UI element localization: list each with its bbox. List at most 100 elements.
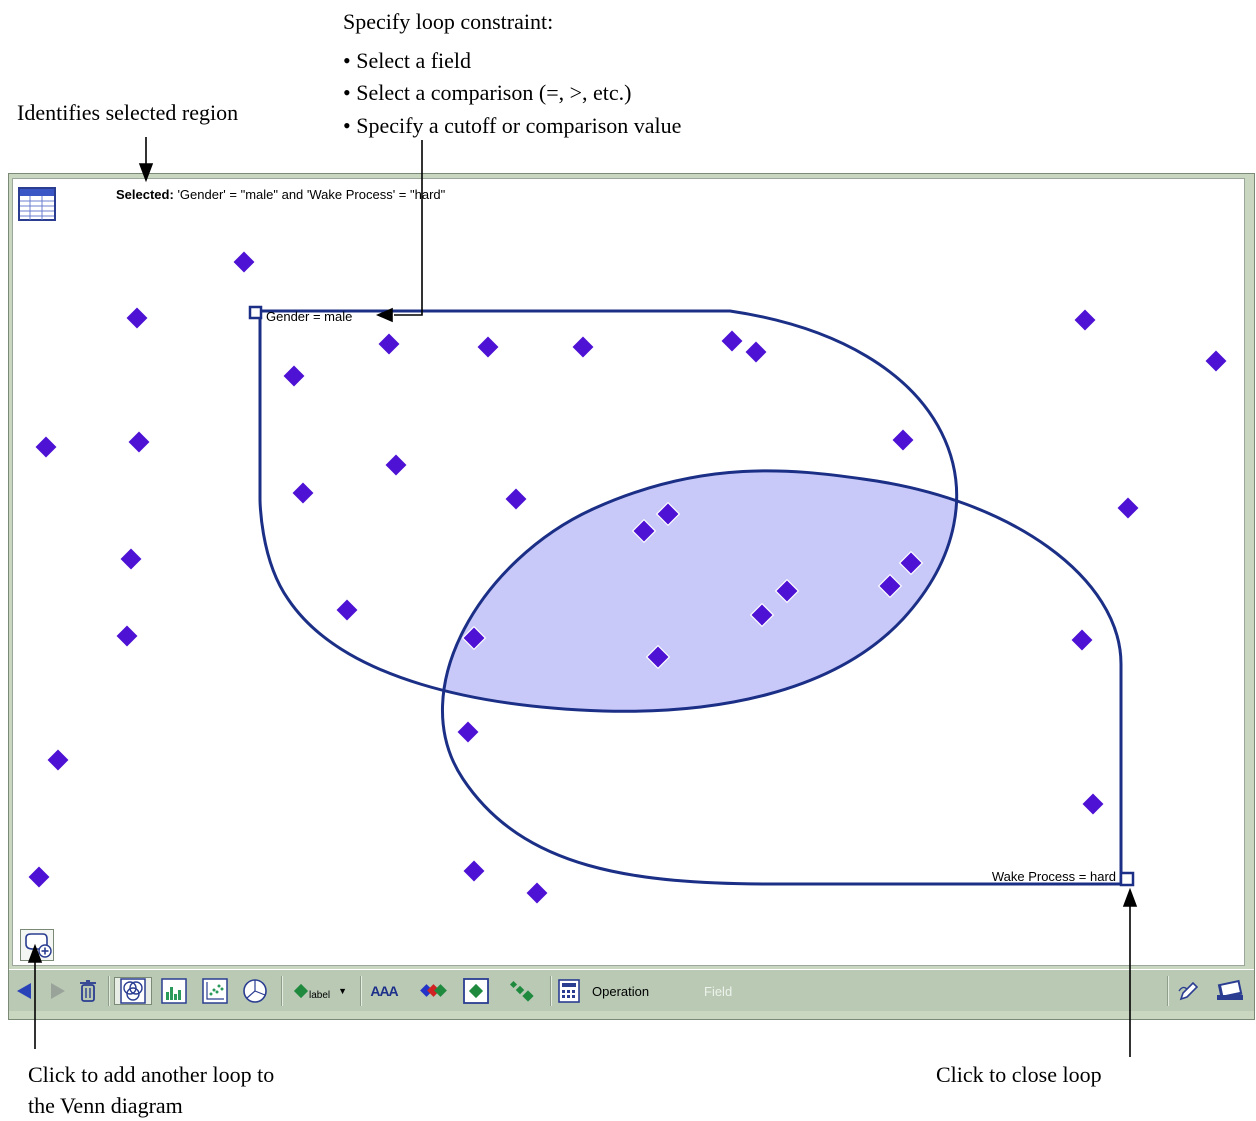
data-point[interactable] — [1069, 627, 1095, 653]
data-point[interactable] — [877, 573, 903, 599]
loop-constraint-step-3: • Specify a cutoff or comparison value — [343, 113, 682, 138]
field-menu[interactable]: Field — [704, 984, 733, 999]
selection-readout: Selected: 'Gender' = "male" and 'Wake Pr… — [116, 187, 445, 202]
data-point[interactable] — [1072, 307, 1098, 333]
data-point[interactable] — [231, 249, 257, 275]
data-point[interactable] — [126, 429, 152, 455]
data-point[interactable] — [281, 363, 307, 389]
calculator-button[interactable] — [556, 977, 582, 1005]
export-button[interactable] — [1214, 977, 1246, 1005]
pie-view-button[interactable] — [239, 977, 271, 1005]
data-point[interactable] — [890, 427, 916, 453]
data-point[interactable] — [749, 602, 775, 628]
data-point[interactable] — [376, 331, 402, 357]
label-button-text: label — [309, 989, 331, 1001]
data-point[interactable] — [743, 339, 769, 365]
histogram-view-button[interactable] — [158, 977, 190, 1005]
gender-loop[interactable] — [258, 309, 959, 713]
data-point[interactable] — [1115, 495, 1141, 521]
calculator-icon — [558, 979, 580, 1003]
table-icon[interactable] — [18, 187, 56, 221]
close-loop-annotation: Click to close loop — [936, 1062, 1102, 1087]
add-loop-arrowhead — [27, 943, 43, 963]
back-arrow-icon — [17, 983, 31, 999]
gender-loop-label[interactable]: Gender = male — [266, 309, 352, 324]
bottom-toolbar: label ▼ AAA — [9, 969, 1254, 1011]
toolbar-separator — [108, 976, 110, 1006]
data-point[interactable] — [898, 550, 924, 576]
loop-constraint-step-1: • Select a field — [343, 48, 472, 73]
shape-button[interactable] — [460, 977, 492, 1005]
draw-tool-button[interactable] — [1175, 977, 1203, 1005]
venn-view-icon — [120, 978, 146, 1004]
color-diamonds-icon — [420, 984, 447, 997]
loop-constraint-heading: Specify loop constraint: — [343, 9, 554, 34]
trash-icon — [80, 980, 96, 1002]
label-button[interactable]: label ▼ — [293, 977, 355, 1005]
wake-process-loop[interactable] — [441, 469, 1123, 886]
wake-loop-label[interactable]: Wake Process = hard — [992, 869, 1116, 884]
data-point[interactable] — [124, 305, 150, 331]
data-point[interactable] — [383, 452, 409, 478]
size-diamonds-icon — [509, 980, 534, 1002]
data-point[interactable] — [1080, 791, 1106, 817]
add-loop-annotation-line-2: the Venn diagram — [28, 1093, 183, 1118]
data-point[interactable] — [461, 858, 487, 884]
toolbar-separator — [550, 976, 552, 1006]
data-point[interactable] — [33, 434, 59, 460]
scatter-view-button[interactable] — [199, 977, 231, 1005]
selection-label: Selected: — [116, 187, 174, 202]
back-button[interactable] — [13, 977, 35, 1005]
text-style-button[interactable]: AAA — [366, 977, 402, 1005]
data-point[interactable] — [290, 480, 316, 506]
forward-arrow-icon — [51, 983, 65, 999]
data-point[interactable] — [334, 597, 360, 623]
data-point[interactable] — [774, 578, 800, 604]
venn-app-window: Selected: 'Gender' = "male" and 'Wake Pr… — [8, 173, 1255, 1020]
toolbar-separator — [360, 976, 362, 1006]
data-point[interactable] — [45, 747, 71, 773]
venn-view-button[interactable] — [114, 977, 152, 1005]
shape-diamond-icon — [463, 978, 489, 1004]
data-point[interactable] — [503, 486, 529, 512]
gender-loop-handle[interactable] — [248, 305, 263, 320]
data-point[interactable] — [631, 518, 657, 544]
color-button[interactable] — [417, 977, 451, 1005]
plot-canvas[interactable]: Selected: 'Gender' = "male" and 'Wake Pr… — [12, 178, 1245, 966]
forward-button[interactable] — [47, 977, 69, 1005]
selection-expression: 'Gender' = "male" and 'Wake Process' = "… — [177, 187, 446, 202]
histogram-view-icon — [161, 978, 187, 1004]
delete-button[interactable] — [75, 977, 101, 1005]
close-loop-handle[interactable] — [1119, 871, 1135, 887]
selected-region-arrowhead — [138, 163, 154, 183]
data-point[interactable] — [570, 334, 596, 360]
data-point[interactable] — [655, 501, 681, 527]
toolbar-separator — [1167, 976, 1169, 1006]
data-point[interactable] — [118, 546, 144, 572]
data-point[interactable] — [114, 623, 140, 649]
loop-constraint-arrowhead — [375, 307, 393, 323]
toolbar-separator — [281, 976, 283, 1006]
size-button[interactable] — [506, 977, 538, 1005]
label-diamond-icon — [293, 983, 309, 999]
data-point[interactable] — [455, 719, 481, 745]
text-style-label: AAA — [370, 983, 398, 999]
close-loop-arrowhead — [1122, 887, 1138, 907]
data-point[interactable] — [524, 880, 550, 906]
add-loop-annotation-line-1: Click to add another loop to — [28, 1062, 275, 1087]
operation-menu[interactable]: Operation — [592, 984, 650, 999]
data-point[interactable] — [461, 625, 487, 651]
label-dropdown-arrow[interactable]: ▼ — [338, 986, 348, 996]
data-point[interactable] — [645, 644, 671, 670]
export-icon — [1217, 979, 1243, 1000]
loop-constraint-arrow — [394, 140, 423, 316]
pen-icon — [1178, 981, 1199, 1001]
selected-region-annotation: Identifies selected region — [17, 100, 239, 125]
data-point[interactable] — [1203, 348, 1229, 374]
venn-diagram: Gender = male Wake Process = hard — [26, 249, 1229, 906]
data-point[interactable] — [719, 328, 745, 354]
data-point[interactable] — [475, 334, 501, 360]
data-point[interactable] — [26, 864, 52, 890]
loop-constraint-step-2: • Select a comparison (=, >, etc.) — [343, 80, 632, 105]
